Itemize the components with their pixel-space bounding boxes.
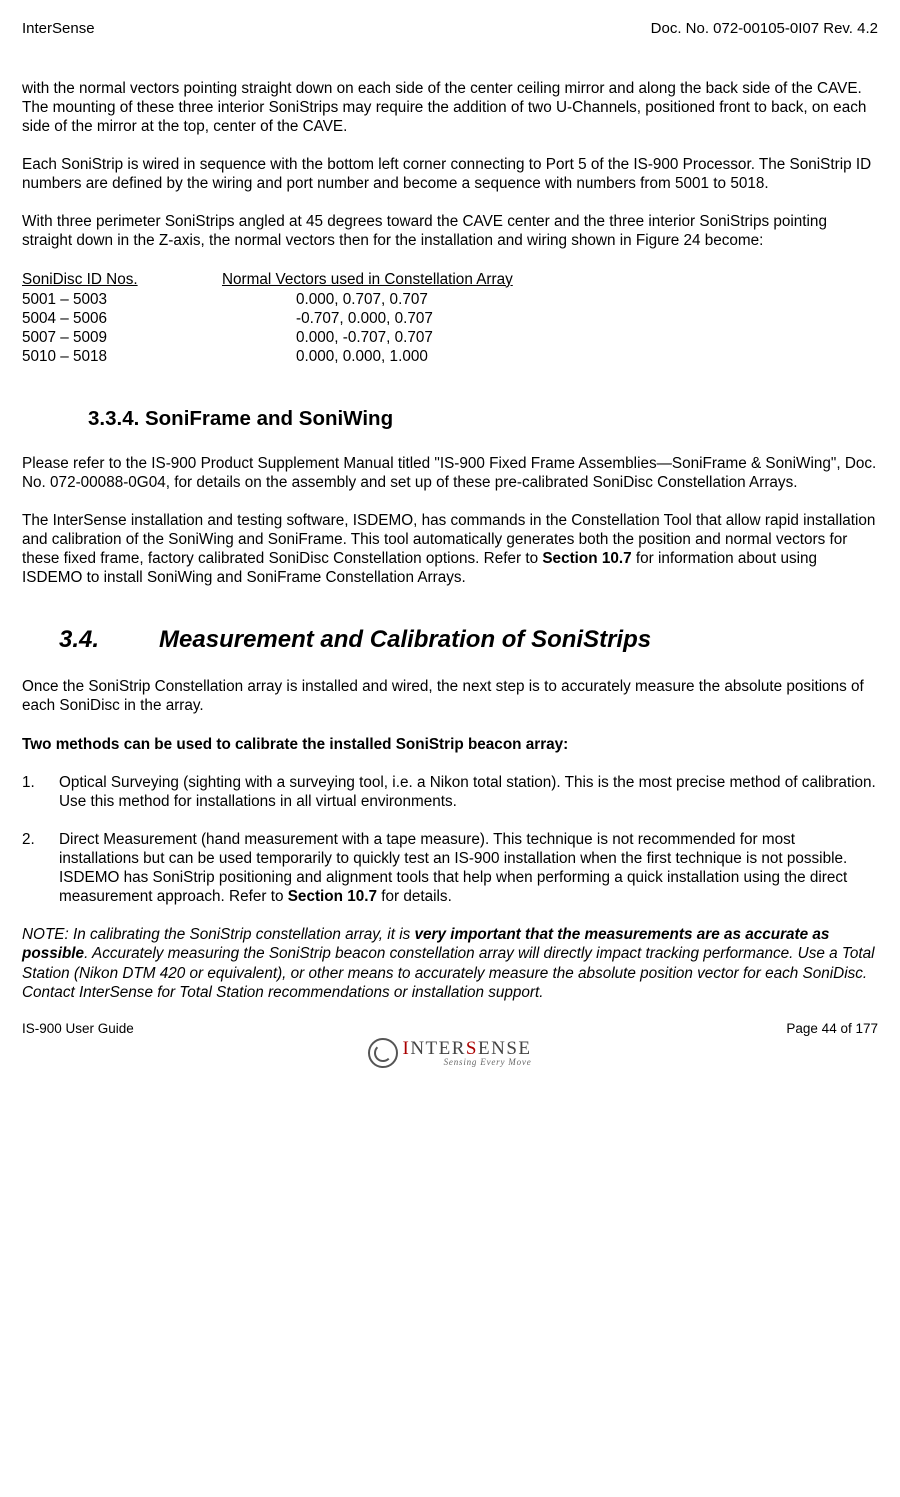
ordered-list-item: 2. Direct Measurement (hand measurement …: [22, 830, 878, 906]
logo-char: S: [466, 1038, 478, 1059]
paragraph: Once the SoniStrip Constellation array i…: [22, 677, 878, 715]
list-number: 1.: [22, 773, 59, 811]
footer-right: Page 44 of 177: [786, 1021, 878, 1038]
footer-left: IS-900 User Guide: [22, 1021, 134, 1038]
table-cell: 0.000, -0.707, 0.707: [296, 328, 878, 347]
section-heading-34: 3.4. Measurement and Calibration of SoniS…: [59, 625, 878, 655]
table-cell: 0.000, 0.707, 0.707: [296, 290, 878, 309]
table-row: 5010 – 5018 0.000, 0.000, 1.000: [22, 347, 878, 366]
section-ref: Section 10.7: [542, 550, 631, 567]
table-col-header: Normal Vectors used in Constellation Arr…: [222, 270, 878, 289]
logo-block: INTERSENSE Sensing Every Move: [22, 1038, 878, 1073]
list-number: 2.: [22, 830, 59, 906]
table-cell: 5007 – 5009: [22, 328, 296, 347]
note-paragraph: NOTE: In calibrating the SoniStrip const…: [22, 925, 878, 1001]
paragraph-bold: Two methods can be used to calibrate the…: [22, 735, 878, 754]
page-header: InterSense Doc. No. 072-00105-0I07 Rev. …: [22, 20, 878, 39]
paragraph: With three perimeter SoniStrips angled a…: [22, 212, 878, 250]
normal-vectors-table: SoniDisc ID Nos. Normal Vectors used in …: [22, 270, 878, 367]
logo-icon: [368, 1038, 398, 1068]
logo-char: NTER: [410, 1038, 466, 1059]
logo-tagline: Sensing Every Move: [402, 1058, 531, 1067]
header-right: Doc. No. 072-00105-0I07 Rev. 4.2: [651, 20, 878, 39]
header-left: InterSense: [22, 20, 95, 39]
table-cell: 5010 – 5018: [22, 347, 296, 366]
paragraph: Each SoniStrip is wired in sequence with…: [22, 155, 878, 193]
logo-text: INTERSENSE Sensing Every Move: [402, 1039, 531, 1067]
text-run: for details.: [377, 888, 452, 905]
text-run: Direct Measurement (hand measurement wit…: [59, 831, 847, 905]
text-run: NOTE: In calibrating the SoniStrip const…: [22, 926, 415, 943]
section-heading-334: 3.3.4. SoniFrame and SoniWing: [88, 406, 878, 432]
paragraph: Please refer to the IS-900 Product Suppl…: [22, 454, 878, 492]
list-body: Direct Measurement (hand measurement wit…: [59, 830, 878, 906]
table-cell: 5004 – 5006: [22, 309, 296, 328]
section-title: Measurement and Calibration of SoniStrip…: [159, 626, 651, 653]
table-cell: 0.000, 0.000, 1.000: [296, 347, 878, 366]
paragraph: The InterSense installation and testing …: [22, 511, 878, 587]
section-ref: Section 10.7: [288, 888, 377, 905]
text-run: . Accurately measuring the SoniStrip bea…: [22, 945, 874, 1000]
table-col-header: SoniDisc ID Nos.: [22, 270, 222, 289]
table-row: 5001 – 5003 0.000, 0.707, 0.707: [22, 290, 878, 309]
logo-char: ENSE: [478, 1038, 532, 1059]
ordered-list-item: 1. Optical Surveying (sighting with a su…: [22, 773, 878, 811]
paragraph: with the normal vectors pointing straigh…: [22, 79, 878, 136]
table-cell: 5001 – 5003: [22, 290, 296, 309]
intersense-logo: INTERSENSE Sensing Every Move: [368, 1038, 531, 1068]
logo-main-text: INTERSENSE: [402, 1039, 531, 1058]
table-row: 5007 – 5009 0.000, -0.707, 0.707: [22, 328, 878, 347]
table-header-row: SoniDisc ID Nos. Normal Vectors used in …: [22, 270, 878, 289]
table-cell: -0.707, 0.000, 0.707: [296, 309, 878, 328]
page-footer: IS-900 User Guide Page 44 of 177: [22, 1021, 878, 1038]
section-number: 3.4.: [59, 626, 99, 653]
table-row: 5004 – 5006 -0.707, 0.000, 0.707: [22, 309, 878, 328]
list-body: Optical Surveying (sighting with a surve…: [59, 773, 878, 811]
